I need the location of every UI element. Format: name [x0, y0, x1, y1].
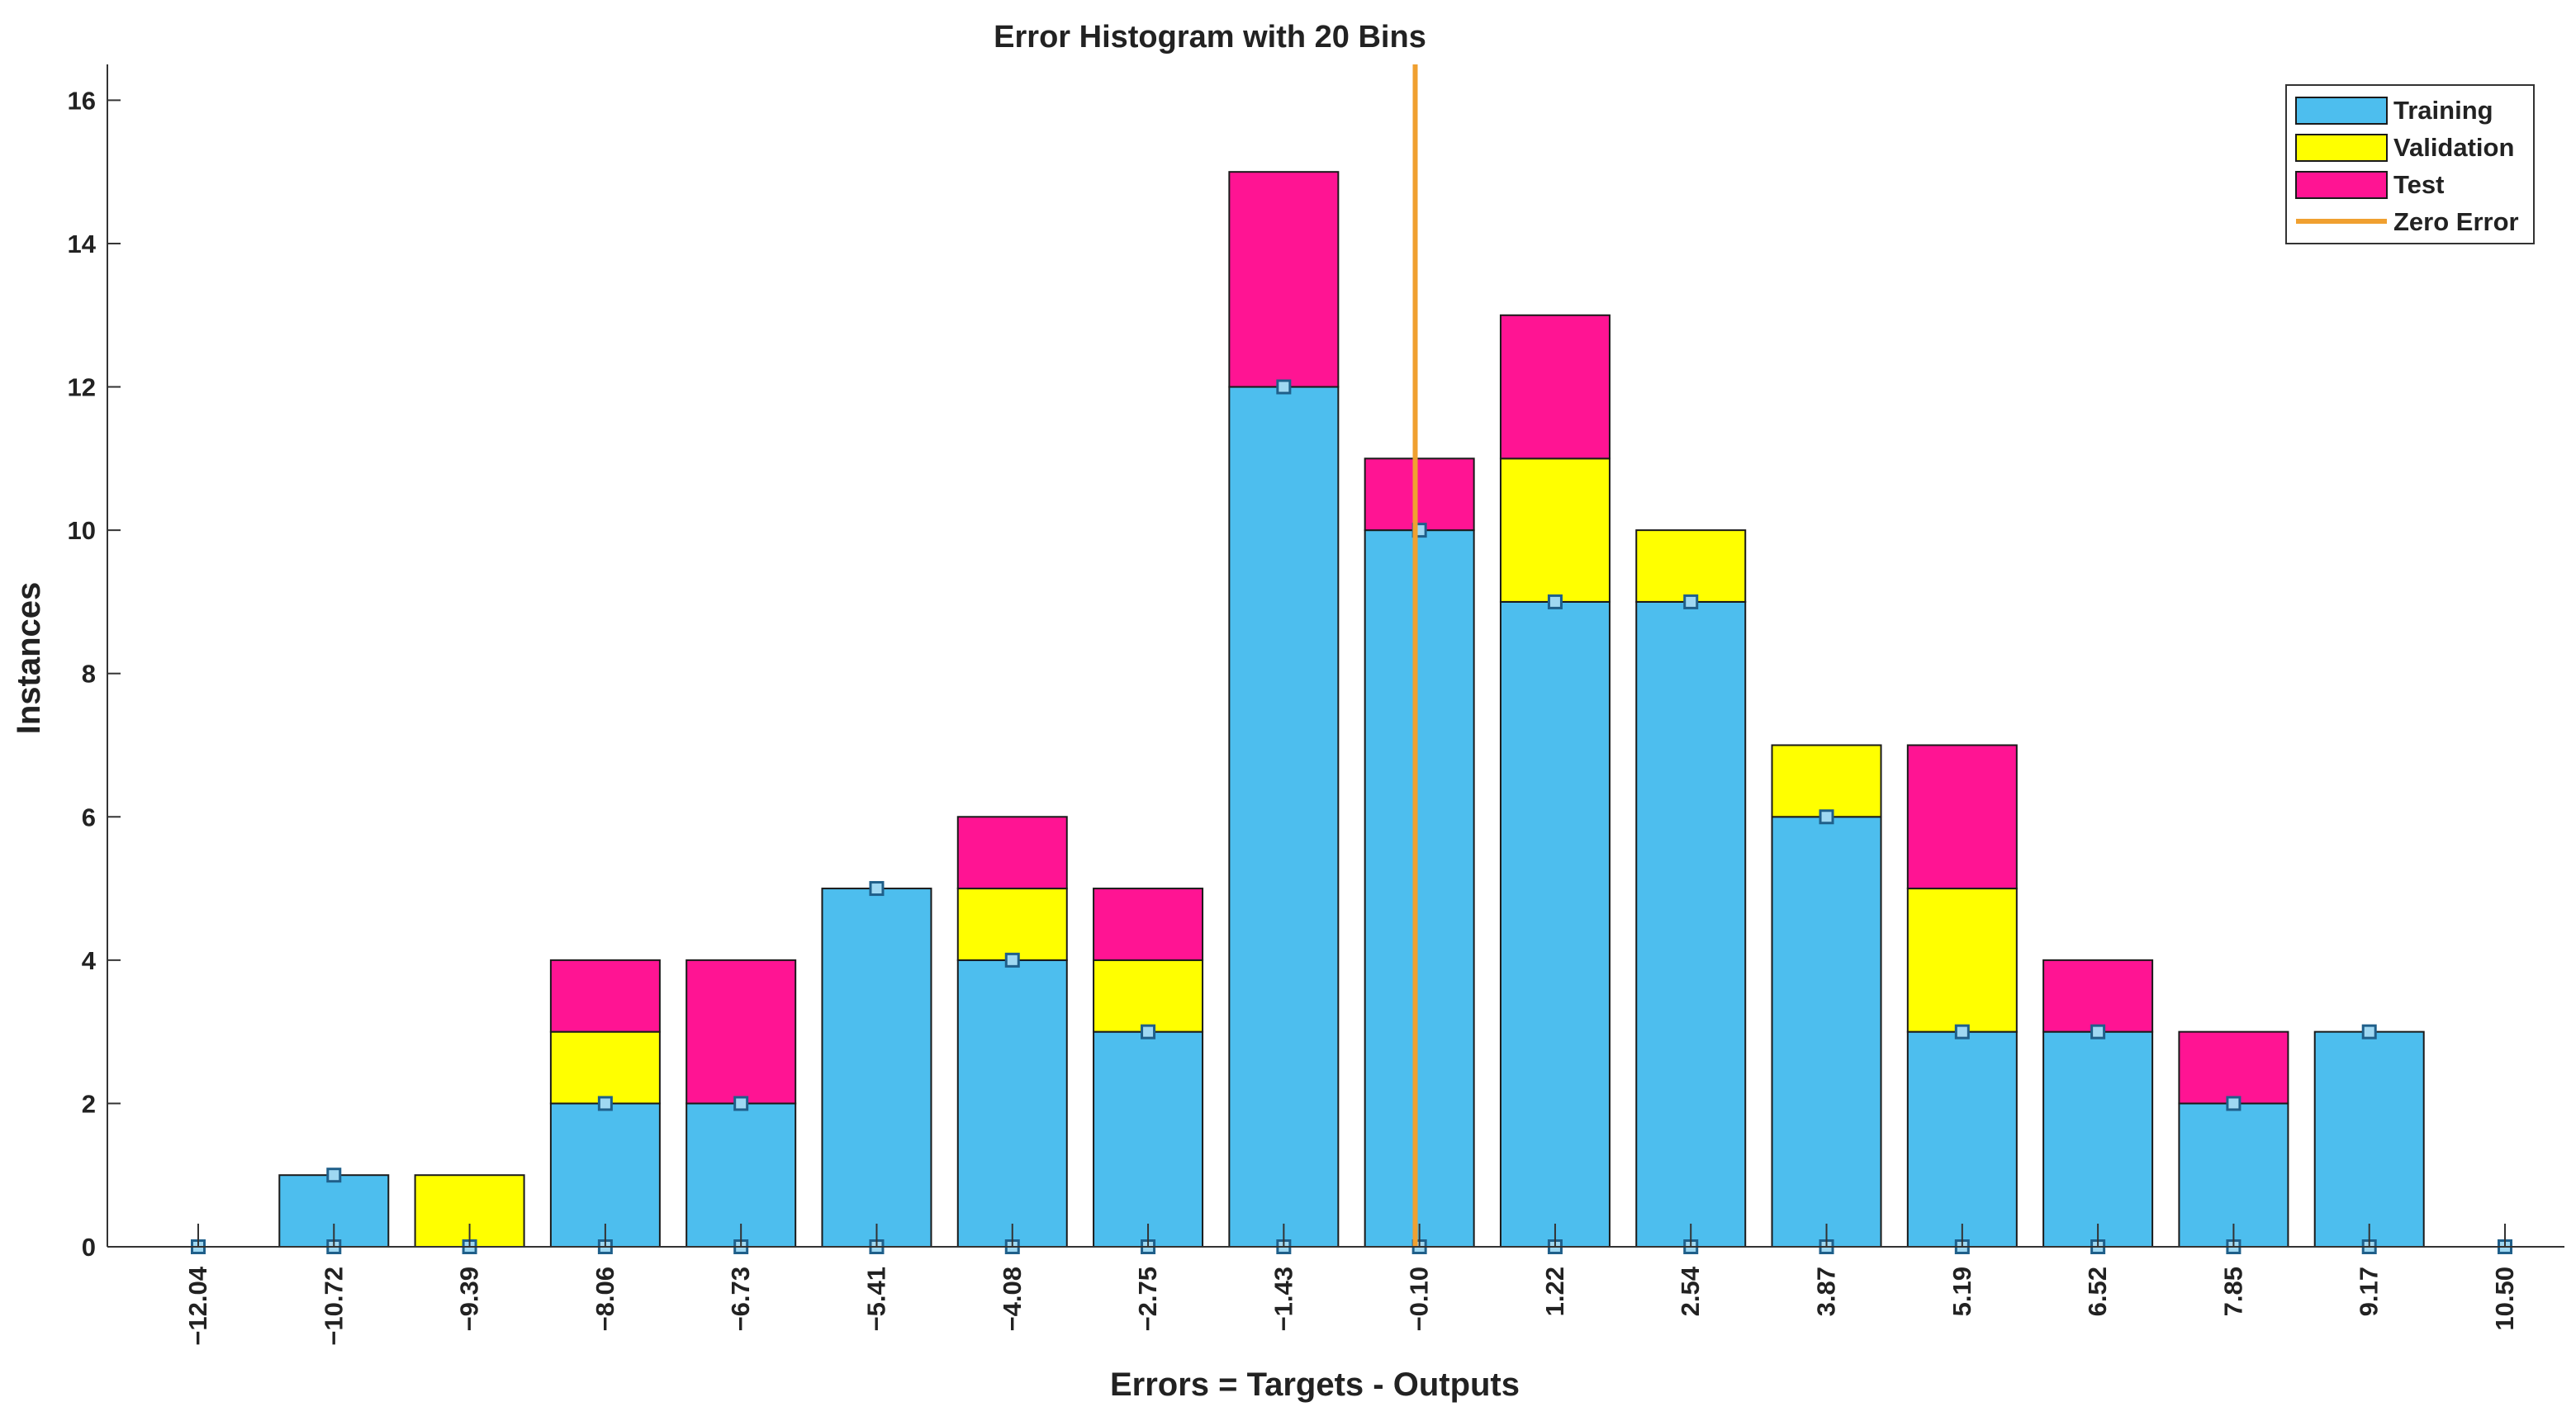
axes-group: 0 2 4 6 8 10 12 14 16 −12.04 −10.72 −9.39 −8.06 −6.73… [68, 64, 2564, 1346]
y-axis-label: Instances [11, 582, 47, 735]
bar-test-14 [2042, 959, 2154, 1033]
x-tick-label-6: −4.08 [998, 1267, 1027, 1331]
bar-training-3 [549, 1102, 661, 1248]
legend-swatch-validation [2295, 134, 2388, 162]
marker-16-3 [2361, 1024, 2377, 1040]
legend-swatch-test [2295, 171, 2388, 199]
chart-title: Error Histogram with 20 Bins [994, 20, 1426, 54]
marker-1-1 [326, 1168, 342, 1183]
x-tick-label-12: 3.87 [1812, 1267, 1841, 1316]
bar-training-9 [1364, 529, 1475, 1248]
bar-test-15 [2178, 1030, 2289, 1105]
x-tick-label-10: 1.22 [1540, 1267, 1569, 1316]
bar-test-7 [1093, 888, 1204, 961]
x-tick-label-4: −6.73 [726, 1267, 755, 1331]
bar-training-16 [2313, 1030, 2425, 1248]
bar-validation-13 [1906, 888, 2018, 1033]
marker-12-6 [1819, 809, 1834, 825]
bar-training-14 [2042, 1030, 2154, 1248]
marker-15-2 [2226, 1096, 2242, 1111]
marker-10-9 [1547, 594, 1563, 609]
marker-6-4 [1004, 952, 1020, 968]
x-tick-label-14: 6.52 [2083, 1267, 2112, 1316]
legend-label-training: Training [2393, 96, 2493, 125]
marker-7-3 [1141, 1024, 1156, 1040]
x-tick-label-2: −9.39 [455, 1267, 484, 1331]
bar-validation-11 [1635, 529, 1747, 603]
bar-training-13 [1906, 1030, 2018, 1248]
x-tick-label-15: 7.85 [2218, 1267, 2247, 1316]
x-tick-label-8: −1.43 [1269, 1267, 1297, 1331]
marker-4-2 [733, 1096, 749, 1111]
x-tick-label-16: 9.17 [2355, 1267, 2384, 1316]
marker-13-3 [1954, 1024, 1970, 1040]
marker-8-12 [1276, 379, 1292, 395]
bar-validation-6 [956, 888, 1068, 961]
y-tick-label-8: 8 [82, 660, 96, 689]
y-tick-label-0: 0 [82, 1233, 96, 1262]
marker-14-3 [2090, 1024, 2106, 1040]
bar-training-6 [956, 959, 1068, 1248]
bar-training-5 [821, 888, 932, 1248]
bar-training-7 [1093, 1030, 1204, 1248]
y-tick-label-12: 12 [68, 373, 96, 402]
bar-validation-12 [1771, 744, 1882, 818]
bar-training-12 [1771, 816, 1882, 1248]
bar-test-6 [956, 816, 1068, 890]
x-tick-label-13: 5.19 [1947, 1267, 1976, 1316]
y-tick-label-4: 4 [82, 946, 97, 975]
x-tick-label-3: −8.06 [591, 1267, 619, 1331]
x-tick-label-1: −10.72 [319, 1267, 348, 1346]
bar-validation-10 [1499, 457, 1611, 603]
bar-test-4 [686, 959, 797, 1105]
bar-series-group [278, 171, 2425, 1248]
bar-training-10 [1499, 600, 1611, 1248]
x-tick-label-5: −5.41 [861, 1267, 890, 1331]
bar-validation-3 [549, 1030, 661, 1105]
legend: Training Validation Test Zero Error [2285, 84, 2535, 244]
legend-label-validation: Validation [2393, 133, 2514, 162]
x-tick-label-9: −0.10 [1405, 1267, 1434, 1331]
y-tick-label-2: 2 [82, 1089, 96, 1118]
y-tick-label-6: 6 [82, 803, 96, 831]
legend-label-test: Test [2393, 170, 2444, 199]
y-tick-label-16: 16 [68, 86, 96, 115]
x-tick-label-7: −2.75 [1133, 1267, 1162, 1331]
bar-test-13 [1906, 744, 2018, 890]
bar-test-8 [1228, 171, 1340, 388]
legend-label-zero-error: Zero Error [2393, 207, 2519, 236]
bar-training-15 [2178, 1102, 2289, 1248]
bar-test-10 [1499, 314, 1611, 460]
bar-validation-7 [1093, 959, 1204, 1033]
bar-training-8 [1228, 386, 1340, 1248]
legend-swatch-training [2295, 97, 2388, 125]
bar-test-3 [549, 959, 661, 1033]
marker-5-5 [869, 881, 885, 897]
marker-11-9 [1683, 594, 1699, 609]
bar-training-11 [1635, 600, 1747, 1248]
x-tick-label-11: 2.54 [1676, 1266, 1705, 1316]
x-tick-label-0: −12.04 [183, 1266, 212, 1345]
marker-3-2 [597, 1096, 613, 1111]
y-tick-label-10: 10 [68, 516, 96, 545]
x-axis-label: Errors = Targets - Outputs [1110, 1367, 1520, 1403]
x-tick-label-17: 10.50 [2490, 1267, 2519, 1331]
bar-test-9 [1364, 457, 1475, 532]
y-tick-label-14: 14 [68, 230, 97, 258]
